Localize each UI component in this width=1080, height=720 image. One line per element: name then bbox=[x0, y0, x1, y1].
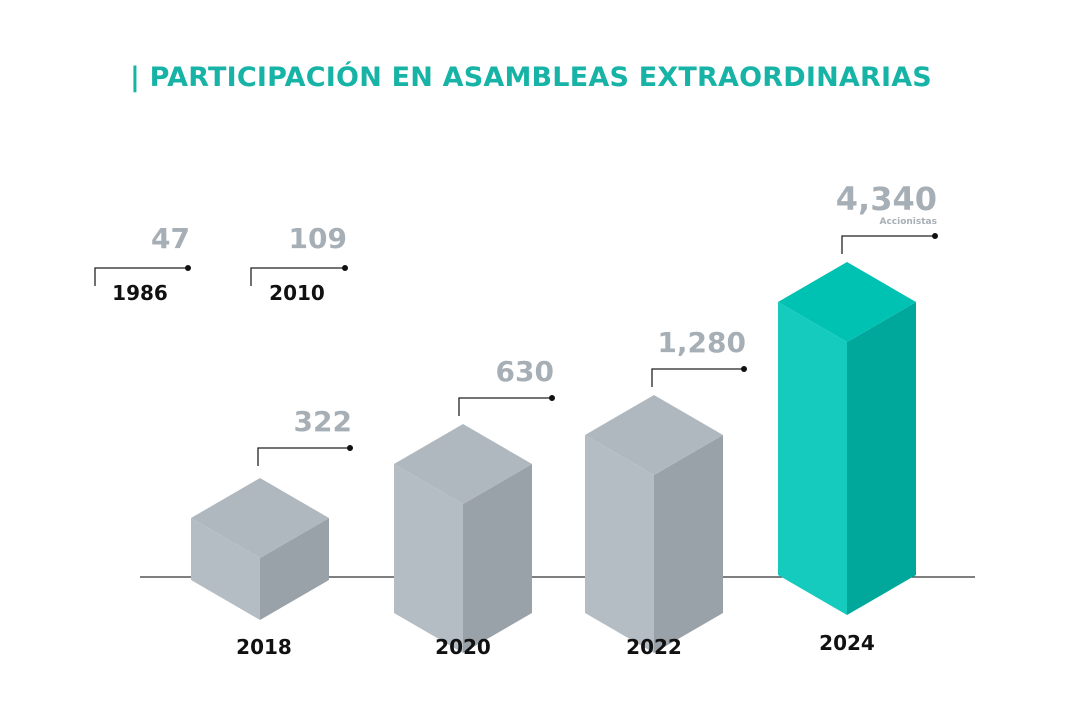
bar-left-face-2018 bbox=[191, 518, 260, 620]
bar-top-face-2024 bbox=[778, 262, 916, 342]
callout-dot-2010 bbox=[342, 265, 348, 271]
year-label-1986: 1986 bbox=[112, 281, 168, 305]
callout-line-2022 bbox=[651, 368, 744, 387]
value-label-2010: 109 bbox=[289, 222, 347, 255]
year-label-2010: 2010 bbox=[269, 281, 325, 305]
bar-left-face-2020 bbox=[394, 464, 463, 653]
callout-dot-1986 bbox=[185, 265, 191, 271]
bar-right-face-2024 bbox=[847, 302, 916, 615]
callout-line-1986 bbox=[94, 267, 188, 286]
value-label-2024: 4,340 bbox=[836, 180, 937, 218]
chart-title: | PARTICIPACIÓN EN ASAMBLEAS EXTRAORDINA… bbox=[130, 62, 932, 93]
year-label-2024: 2024 bbox=[819, 631, 875, 655]
bar-right-face-2018 bbox=[260, 518, 329, 620]
year-label-2020: 2020 bbox=[435, 635, 491, 659]
callout-line-2010 bbox=[250, 267, 345, 286]
callout-dot-2022 bbox=[741, 366, 747, 372]
callout-line-2020 bbox=[458, 397, 552, 416]
callout-dot-2024 bbox=[932, 233, 938, 239]
bar-top-face-2022 bbox=[585, 395, 723, 475]
bar-right-face-2020 bbox=[463, 464, 532, 653]
bar-left-face-2022 bbox=[585, 435, 654, 653]
callout-line-2024 bbox=[841, 235, 935, 254]
year-label-2018: 2018 bbox=[236, 635, 292, 659]
bar-top-face-2020 bbox=[394, 424, 532, 504]
bar-left-face-2024 bbox=[778, 302, 847, 615]
year-label-2022: 2022 bbox=[626, 635, 682, 659]
callout-line-2018 bbox=[257, 447, 350, 466]
callout-dot-2020 bbox=[549, 395, 555, 401]
value-label-2020: 630 bbox=[496, 355, 554, 388]
value-label-2018: 322 bbox=[294, 405, 352, 438]
callout-dot-2018 bbox=[347, 445, 353, 451]
unit-label: Accionistas bbox=[880, 217, 938, 227]
bar-top-face-2018 bbox=[191, 478, 329, 558]
bar-right-face-2022 bbox=[654, 435, 723, 653]
value-label-1986: 47 bbox=[151, 222, 190, 255]
value-label-2022: 1,280 bbox=[657, 326, 746, 359]
